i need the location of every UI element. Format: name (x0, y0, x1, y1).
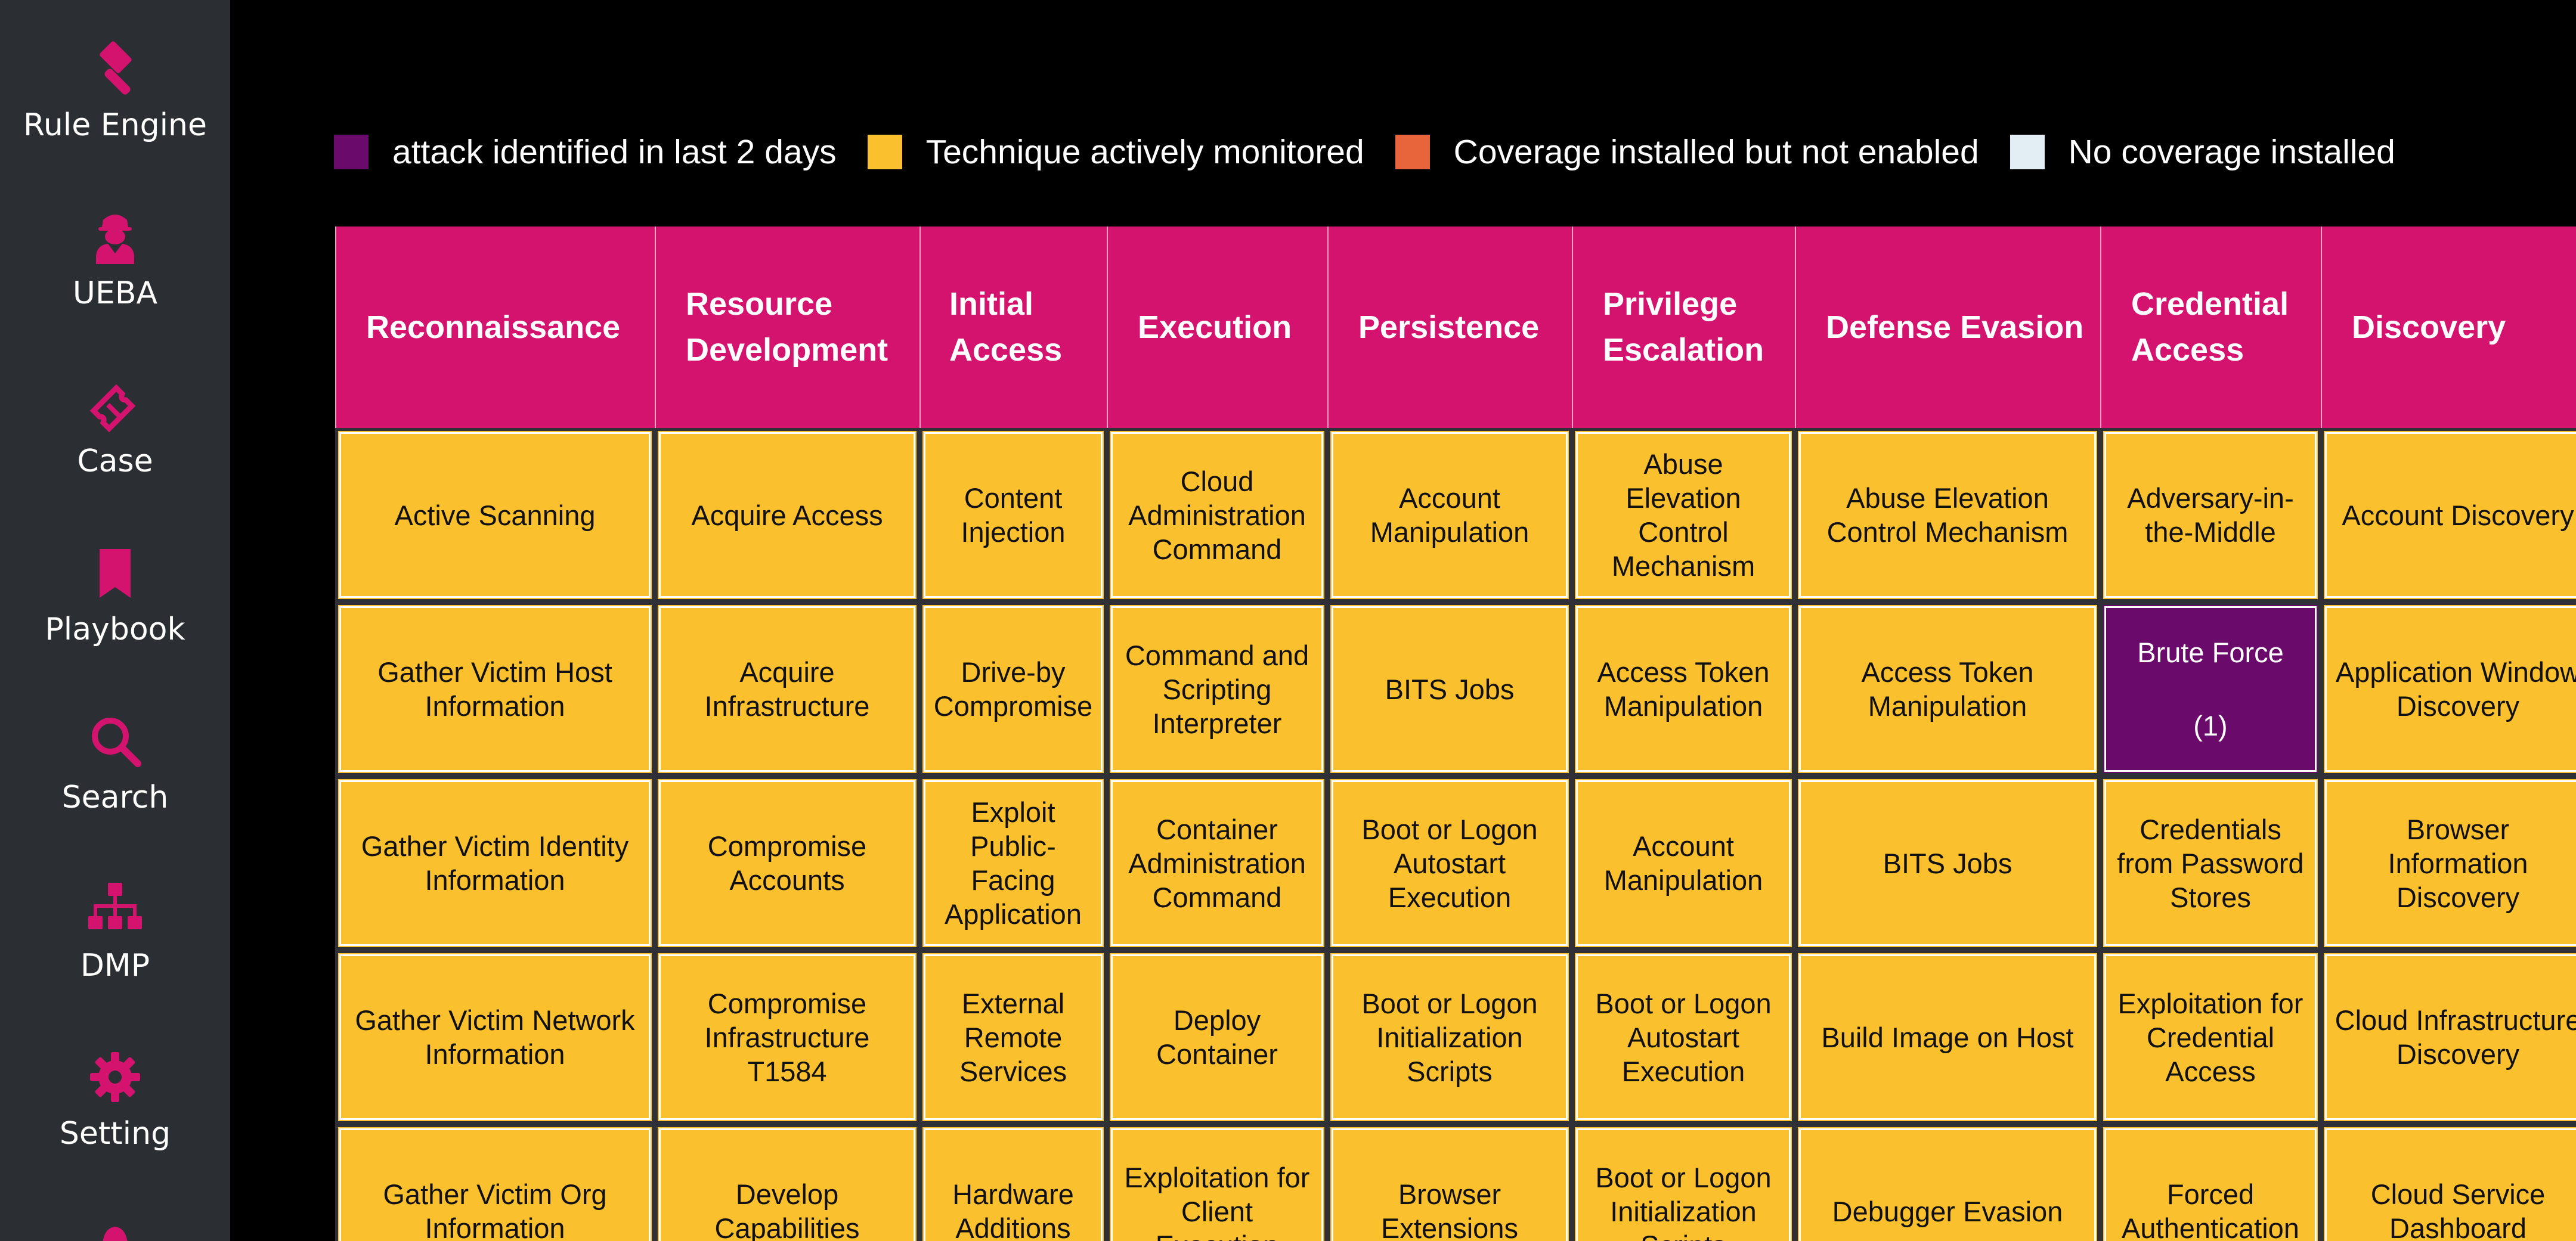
tactic-header[interactable]: Persistence (1327, 227, 1572, 428)
sidebar-item-ueba[interactable]: UEBA (0, 168, 230, 335)
technique-cell[interactable]: Access Token Manipulation (1575, 605, 1792, 773)
technique-cell[interactable]: Hardware Additions (922, 1127, 1104, 1241)
technique-cell[interactable]: Command and Scripting Interpreter (1110, 605, 1324, 773)
technique-cell[interactable]: Boot or Logon Initialization Scripts (1330, 953, 1569, 1121)
search-icon (82, 708, 148, 774)
technique-cell[interactable]: Application Window Discovery (2324, 605, 2576, 773)
technique-cell[interactable]: Compromise Accounts (658, 779, 917, 947)
bookmark-icon (82, 540, 148, 606)
partial-nav-icon[interactable] (82, 1210, 148, 1241)
technique-cell[interactable]: Gather Victim Network Information (338, 953, 652, 1121)
technique-cell[interactable]: Drive-by Compromise (922, 605, 1104, 773)
technique-cell[interactable]: Develop Capabilities (658, 1127, 917, 1241)
tactic-column: Abuse Elevation Control Mechanism Access… (1795, 428, 2100, 1241)
technique-cell[interactable]: Account Manipulation (1575, 779, 1792, 947)
coverage-legend: attack identified in last 2 days Techniq… (334, 128, 2395, 176)
technique-cell[interactable]: Debugger Evasion (1798, 1127, 2097, 1241)
tactic-header[interactable]: Privilege Escalation (1572, 227, 1795, 428)
technique-cell[interactable]: Active Scanning (338, 431, 652, 599)
technique-cell[interactable]: Forced Authentication (2103, 1127, 2318, 1241)
technique-cell[interactable]: Build Image on Host (1798, 953, 2097, 1121)
legend-swatch (2010, 135, 2045, 169)
tactic-column: Cloud Administration Command Command and… (1107, 428, 1327, 1241)
legend-label: Technique actively monitored (925, 133, 1364, 171)
technique-cell[interactable]: BITS Jobs (1330, 605, 1569, 773)
tactic-column: Active Scanning Gather Victim Host Infor… (335, 428, 655, 1241)
technique-cell[interactable]: Container Administration Command (1110, 779, 1324, 947)
technique-cell[interactable]: Boot or Logon Autostart Execution (1330, 779, 1569, 947)
legend-item-no-coverage: No coverage installed (2010, 132, 2395, 172)
tactic-column: Abuse Elevation Control Mechanism Access… (1572, 428, 1795, 1241)
technique-cell[interactable]: Abuse Elevation Control Mechanism (1575, 431, 1792, 599)
technique-cell[interactable]: Boot or Logon Initialization Scripts (1575, 1127, 1792, 1241)
attack-count: (1) (2193, 710, 2228, 742)
legend-label: Coverage installed but not enabled (1453, 133, 1979, 171)
tactic-header-row: Reconnaissance Resource Development Init… (335, 227, 2576, 428)
technique-cell[interactable]: Boot or Logon Autostart Execution (1575, 953, 1792, 1121)
legend-swatch (1395, 135, 1430, 169)
technique-cell[interactable]: External Remote Services (922, 953, 1104, 1121)
technique-cell[interactable]: Adversary-in-the-Middle (2103, 431, 2318, 599)
technique-cell[interactable]: Acquire Access (658, 431, 917, 599)
sidebar-item-rule-engine[interactable]: Rule Engine (0, 0, 230, 167)
sidebar-item-search[interactable]: Search (0, 672, 230, 839)
technique-cell[interactable]: Acquire Infrastructure (658, 605, 917, 773)
tactic-header[interactable]: Initial Access (919, 227, 1107, 428)
ticket-icon (82, 372, 148, 438)
tactic-column: Adversary-in-the-Middle Brute Force (1) … (2100, 428, 2321, 1241)
tactic-header[interactable]: Credential Access (2100, 227, 2321, 428)
attack-matrix: Reconnaissance Resource Development Init… (335, 227, 2576, 1241)
tactic-header[interactable]: Defense Evasion (1795, 227, 2100, 428)
technique-cell-attack[interactable]: Brute Force (1) (2103, 605, 2318, 773)
user-secret-icon (82, 204, 148, 269)
technique-cell[interactable]: Cloud Infrastructure Discovery (2324, 953, 2576, 1121)
technique-cell[interactable]: Content Injection (922, 431, 1104, 599)
technique-cell[interactable]: Cloud Service Dashboard (2324, 1127, 2576, 1241)
sidebar-item-dmp[interactable]: DMP (0, 840, 230, 1007)
technique-cell[interactable]: Exploitation for Credential Access (2103, 953, 2318, 1121)
technique-cell[interactable]: Browser Information Discovery (2324, 779, 2576, 947)
technique-grid: Active Scanning Gather Victim Host Infor… (335, 428, 2576, 1241)
legend-label: No coverage installed (2068, 133, 2395, 171)
technique-cell[interactable]: Gather Victim Host Information (338, 605, 652, 773)
tactic-column: Account Discovery Application Window Dis… (2321, 428, 2576, 1241)
technique-cell[interactable]: BITS Jobs (1798, 779, 2097, 947)
legend-swatch (334, 135, 369, 169)
legend-label: attack identified in last 2 days (392, 133, 837, 171)
technique-cell[interactable]: Exploitation for Client Execution (1110, 1127, 1324, 1241)
tactic-column: Account Manipulation BITS Jobs Boot or L… (1327, 428, 1572, 1241)
sidebar-item-playbook[interactable]: Playbook (0, 504, 230, 671)
technique-cell[interactable]: Account Manipulation (1330, 431, 1569, 599)
tactic-header[interactable]: Discovery (2321, 227, 2576, 428)
sidebar-nav: Rule Engine UEBA Case (0, 0, 230, 1241)
sidebar-item-case[interactable]: Case (0, 336, 230, 503)
legend-item-not-enabled: Coverage installed but not enabled (1395, 132, 1979, 172)
tactic-column: Acquire Access Acquire Infrastructure Co… (655, 428, 919, 1241)
technique-cell[interactable]: Deploy Container (1110, 953, 1324, 1121)
technique-cell[interactable]: Gather Victim Identity Information (338, 779, 652, 947)
tactic-header[interactable]: Reconnaissance (335, 227, 655, 428)
technique-cell[interactable]: Access Token Manipulation (1798, 605, 2097, 773)
technique-cell[interactable]: Cloud Administration Command (1110, 431, 1324, 599)
technique-name: Brute Force (2137, 637, 2284, 668)
technique-cell[interactable]: Compromise Infrastructure T1584 (658, 953, 917, 1121)
gavel-icon (82, 36, 148, 101)
technique-cell[interactable]: Abuse Elevation Control Mechanism (1798, 431, 2097, 599)
technique-cell[interactable]: Credentials from Password Stores (2103, 779, 2318, 947)
legend-item-attack: attack identified in last 2 days (334, 132, 837, 172)
gear-icon (82, 1044, 148, 1110)
sidebar-item-setting[interactable]: Setting (0, 1009, 230, 1175)
technique-cell[interactable]: Exploit Public-Facing Application (922, 779, 1104, 947)
legend-swatch (867, 135, 902, 169)
technique-cell[interactable]: Gather Victim Org Information (338, 1127, 652, 1241)
technique-cell[interactable]: Account Discovery (2324, 431, 2576, 599)
tactic-header[interactable]: Resource Development (655, 227, 919, 428)
tactic-column: Content Injection Drive-by Compromise Ex… (919, 428, 1107, 1241)
technique-cell[interactable]: Browser Extensions (1330, 1127, 1569, 1241)
legend-item-monitored: Technique actively monitored (867, 132, 1364, 172)
sitemap-icon (82, 876, 148, 942)
tactic-header[interactable]: Execution (1107, 227, 1327, 428)
